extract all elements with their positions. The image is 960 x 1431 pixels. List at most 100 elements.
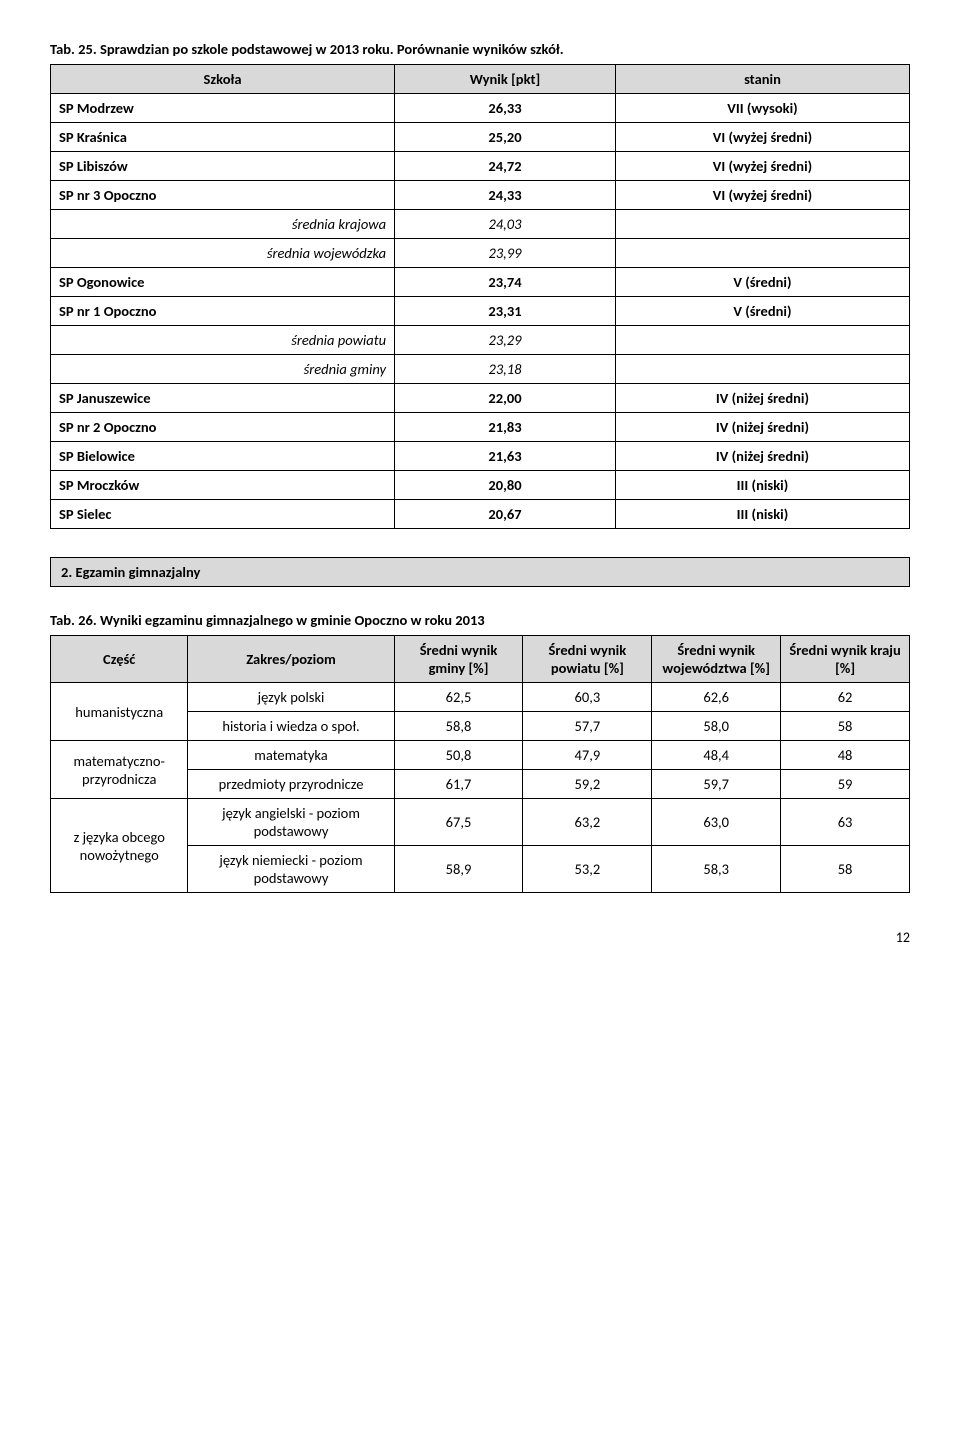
cell-value: 47,9 (523, 741, 652, 770)
cell-score: 21,83 (395, 413, 616, 442)
cell-stanin: VII (wysoki) (615, 94, 909, 123)
table-row: SP Januszewice22,00IV (niżej średni) (51, 384, 910, 413)
cell-stanin: III (niski) (615, 471, 909, 500)
cell-score: 20,67 (395, 500, 616, 529)
cell-zakres: przedmioty przyrodnicze (188, 770, 394, 799)
cell-score: 23,74 (395, 268, 616, 297)
cell-stanin: VI (wyżej średni) (615, 123, 909, 152)
cell-score: 24,03 (395, 210, 616, 239)
table2-h1: Część (51, 636, 188, 683)
table-row: SP nr 1 Opoczno23,31V (średni) (51, 297, 910, 326)
cell-school: SP Ogonowice (51, 268, 395, 297)
cell-zakres: język polski (188, 683, 394, 712)
table-row: średnia wojewódzka23,99 (51, 239, 910, 268)
table2-h4: Średni wynik powiatu [%] (523, 636, 652, 683)
cell-value: 63,0 (652, 799, 781, 846)
table2-h6: Średni wynik kraju [%] (781, 636, 910, 683)
table2-header-row: Część Zakres/poziom Średni wynik gminy [… (51, 636, 910, 683)
table-row: SP nr 2 Opoczno21,83IV (niżej średni) (51, 413, 910, 442)
cell-value: 58,3 (652, 846, 781, 893)
table-row: SP Modrzew26,33VII (wysoki) (51, 94, 910, 123)
cell-stanin: IV (niżej średni) (615, 442, 909, 471)
cell-stanin: V (średni) (615, 297, 909, 326)
table2-h3: Średni wynik gminy [%] (394, 636, 523, 683)
cell-stanin: IV (niżej średni) (615, 384, 909, 413)
cell-zakres: język niemiecki - poziom podstawowy (188, 846, 394, 893)
table-row: SP nr 3 Opoczno24,33VI (wyżej średni) (51, 181, 910, 210)
table-row: SP Libiszów24,72VI (wyżej średni) (51, 152, 910, 181)
cell-value: 58,0 (652, 712, 781, 741)
cell-stanin (615, 326, 909, 355)
cell-score: 21,63 (395, 442, 616, 471)
table2-h2: Zakres/poziom (188, 636, 394, 683)
cell-score: 24,33 (395, 181, 616, 210)
cell-zakres: język angielski - poziom podstawowy (188, 799, 394, 846)
cell-school: średnia gminy (51, 355, 395, 384)
table1: Szkoła Wynik [pkt] stanin SP Modrzew26,3… (50, 64, 910, 529)
cell-school: SP Mroczków (51, 471, 395, 500)
cell-school: SP Januszewice (51, 384, 395, 413)
table2-h5: Średni wynik województwa [%] (652, 636, 781, 683)
cell-school: SP Bielowice (51, 442, 395, 471)
cell-zakres: matematyka (188, 741, 394, 770)
cell-stanin: VI (wyżej średni) (615, 152, 909, 181)
cell-school: SP Libiszów (51, 152, 395, 181)
table-row: SP Ogonowice23,74V (średni) (51, 268, 910, 297)
cell-stanin: III (niski) (615, 500, 909, 529)
cell-stanin (615, 239, 909, 268)
cell-value: 50,8 (394, 741, 523, 770)
cell-school: SP Modrzew (51, 94, 395, 123)
cell-score: 23,18 (395, 355, 616, 384)
section-heading: 2. Egzamin gimnazjalny (50, 557, 910, 587)
cell-part: matematyczno-przyrodnicza (51, 741, 188, 799)
cell-score: 23,31 (395, 297, 616, 326)
cell-value: 62,5 (394, 683, 523, 712)
cell-school: SP Sielec (51, 500, 395, 529)
cell-value: 60,3 (523, 683, 652, 712)
cell-value: 63 (781, 799, 910, 846)
table-row: średnia gminy23,18 (51, 355, 910, 384)
cell-value: 48,4 (652, 741, 781, 770)
cell-school: SP nr 2 Opoczno (51, 413, 395, 442)
cell-value: 58 (781, 846, 910, 893)
table1-h2: Wynik [pkt] (395, 65, 616, 94)
cell-value: 63,2 (523, 799, 652, 846)
table-row: SP Mroczków20,80III (niski) (51, 471, 910, 500)
table2: Część Zakres/poziom Średni wynik gminy [… (50, 635, 910, 893)
cell-value: 58,9 (394, 846, 523, 893)
table1-h1: Szkoła (51, 65, 395, 94)
cell-value: 59,7 (652, 770, 781, 799)
cell-value: 57,7 (523, 712, 652, 741)
cell-value: 62,6 (652, 683, 781, 712)
cell-value: 58 (781, 712, 910, 741)
cell-part: z języka obcego nowożytnego (51, 799, 188, 893)
cell-value: 62 (781, 683, 910, 712)
cell-value: 53,2 (523, 846, 652, 893)
table-row: humanistycznajęzyk polski62,560,362,662 (51, 683, 910, 712)
cell-stanin (615, 355, 909, 384)
cell-stanin (615, 210, 909, 239)
cell-stanin: IV (niżej średni) (615, 413, 909, 442)
cell-score: 25,20 (395, 123, 616, 152)
table1-h3: stanin (615, 65, 909, 94)
page-number: 12 (50, 929, 910, 946)
cell-value: 48 (781, 741, 910, 770)
cell-stanin: VI (wyżej średni) (615, 181, 909, 210)
cell-score: 20,80 (395, 471, 616, 500)
cell-value: 61,7 (394, 770, 523, 799)
cell-value: 58,8 (394, 712, 523, 741)
table2-caption: Tab. 26. Wyniki egzaminu gimnazjalnego w… (50, 611, 910, 629)
table1-header-row: Szkoła Wynik [pkt] stanin (51, 65, 910, 94)
table-row: SP Sielec20,67III (niski) (51, 500, 910, 529)
table-row: średnia powiatu23,29 (51, 326, 910, 355)
cell-part: humanistyczna (51, 683, 188, 741)
cell-school: średnia krajowa (51, 210, 395, 239)
table-row: z języka obcego nowożytnegojęzyk angiels… (51, 799, 910, 846)
cell-score: 24,72 (395, 152, 616, 181)
cell-value: 67,5 (394, 799, 523, 846)
cell-school: SP nr 1 Opoczno (51, 297, 395, 326)
cell-score: 23,29 (395, 326, 616, 355)
cell-score: 26,33 (395, 94, 616, 123)
cell-score: 23,99 (395, 239, 616, 268)
table1-caption: Tab. 25. Sprawdzian po szkole podstawowe… (50, 40, 910, 58)
